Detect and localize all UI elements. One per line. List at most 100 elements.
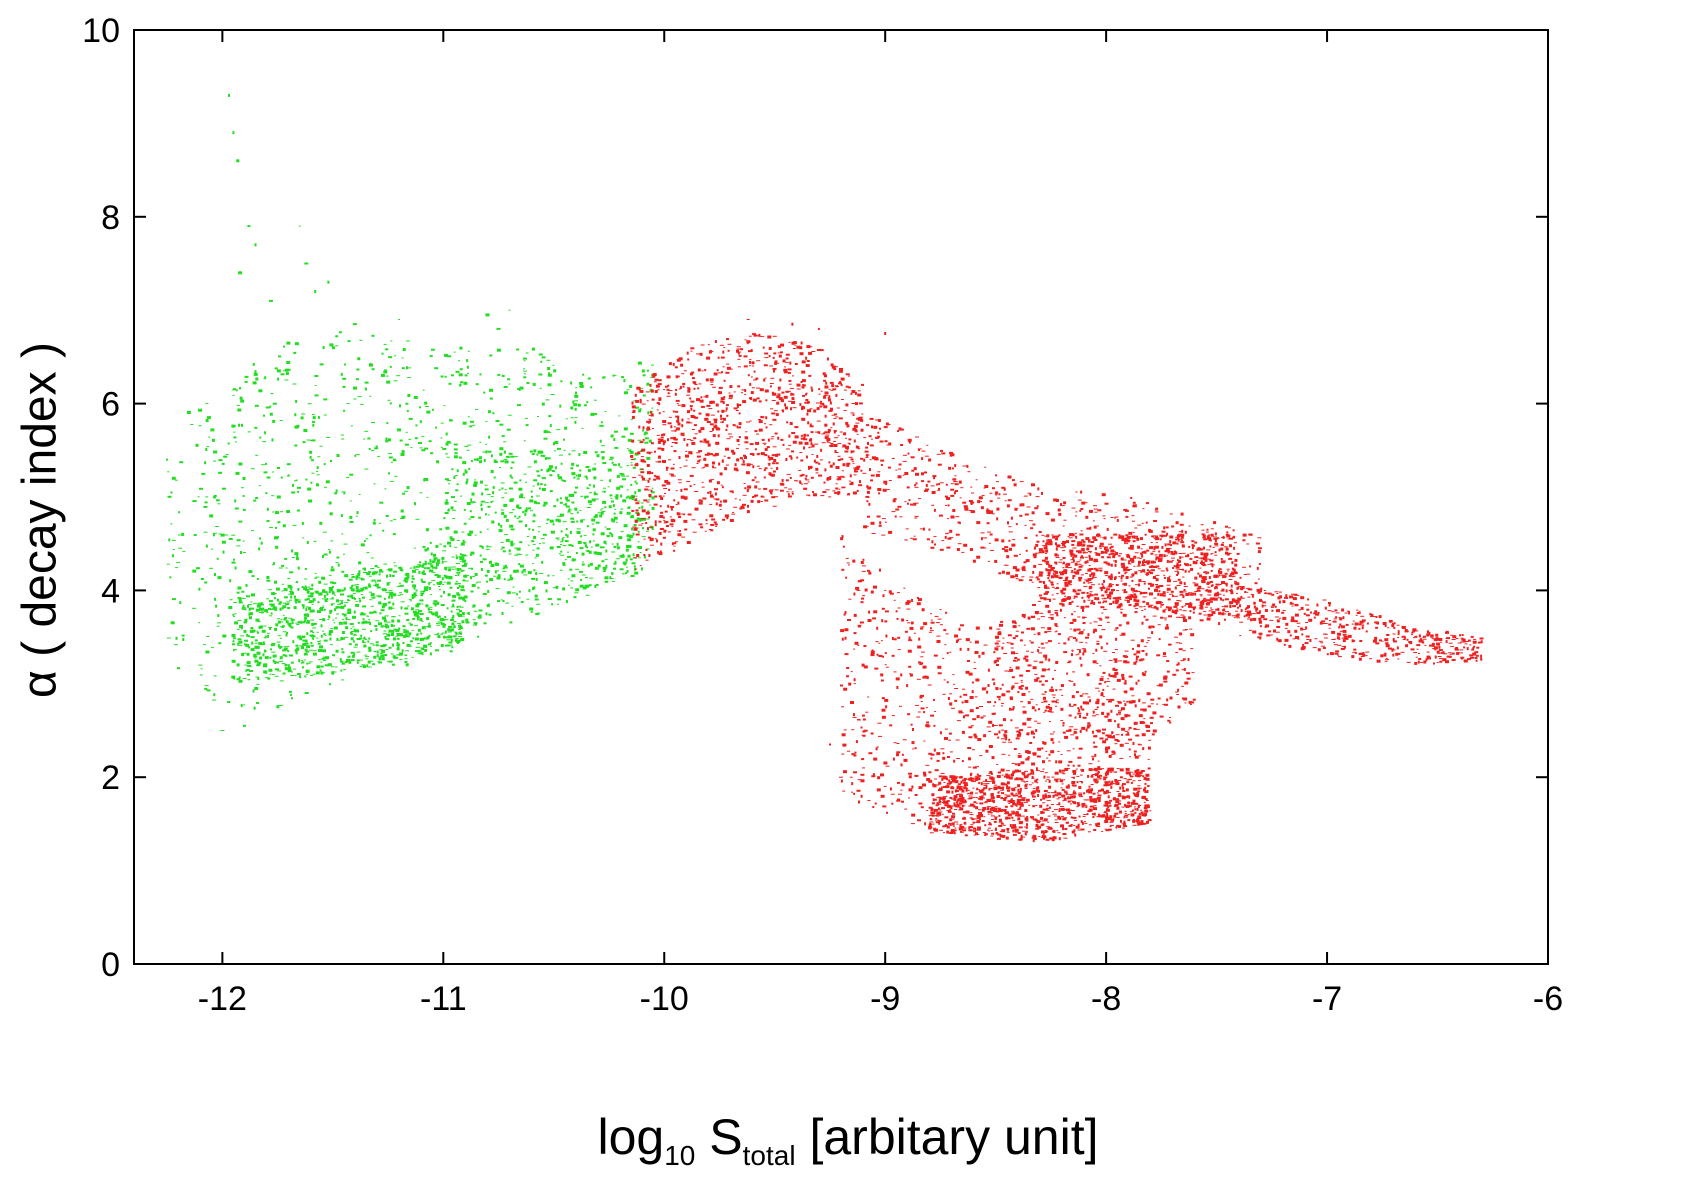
data-point: [573, 596, 577, 599]
data-point: [816, 420, 821, 422]
data-point: [662, 460, 666, 463]
data-point: [337, 639, 342, 641]
data-point: [369, 363, 372, 364]
data-point: [757, 488, 761, 490]
data-point: [262, 641, 265, 644]
data-point: [1221, 609, 1224, 612]
data-point: [348, 660, 352, 664]
data-point: [841, 486, 846, 488]
data-point: [769, 489, 774, 491]
data-point: [1153, 597, 1157, 599]
data-point: [1025, 549, 1028, 552]
data-point: [498, 467, 501, 468]
data-point: [726, 464, 729, 466]
data-point: [1087, 551, 1092, 552]
data-point: [621, 435, 626, 438]
data-point: [1021, 579, 1024, 581]
data-point: [847, 493, 850, 496]
data-point: [741, 389, 745, 391]
data-point: [246, 661, 251, 665]
data-point: [337, 603, 342, 605]
data-point: [419, 420, 422, 424]
data-point: [508, 553, 512, 555]
data-point: [1054, 554, 1059, 557]
data-point: [472, 619, 476, 621]
data-point: [511, 509, 515, 511]
data-point: [766, 446, 770, 449]
data-point: [198, 664, 203, 666]
data-point: [332, 619, 335, 621]
data-point: [585, 466, 590, 468]
data-point: [625, 496, 629, 499]
data-point: [776, 453, 781, 456]
data-point: [419, 618, 423, 622]
data-point: [671, 442, 675, 443]
data-point: [453, 621, 457, 623]
data-point: [1221, 606, 1224, 607]
data-point: [1065, 563, 1068, 566]
data-point: [403, 579, 407, 582]
data-point: [280, 637, 282, 639]
data-point: [823, 432, 826, 435]
data-point: [848, 375, 850, 377]
data-point: [478, 609, 483, 612]
data-point: [205, 419, 209, 423]
data-point: [648, 418, 652, 420]
data-point: [641, 567, 643, 571]
data-point: [411, 577, 415, 580]
data-point: [540, 360, 543, 363]
data-point: [1092, 520, 1095, 522]
data-point: [552, 364, 555, 366]
data-point: [724, 410, 727, 412]
data-point: [1173, 565, 1176, 568]
data-point: [1062, 567, 1065, 569]
data-point: [1055, 547, 1058, 551]
data-point: [915, 482, 918, 485]
data-point: [811, 444, 815, 448]
data-point: [289, 654, 292, 657]
data-point: [563, 438, 565, 441]
data-point: [1206, 617, 1211, 621]
data-point: [270, 393, 274, 394]
data-point: [1050, 542, 1053, 546]
data-point: [834, 449, 837, 453]
data-point: [530, 610, 533, 613]
data-point: [526, 536, 529, 537]
data-point: [586, 546, 589, 549]
data-point: [773, 470, 776, 473]
data-point: [887, 466, 891, 469]
data-point: [1214, 539, 1217, 543]
data-point: [746, 436, 749, 440]
data-point: [737, 351, 740, 355]
data-point: [316, 483, 319, 487]
data-point: [470, 576, 472, 580]
data-point: [818, 433, 821, 434]
data-point: [395, 635, 399, 637]
data-point: [857, 393, 862, 397]
data-point: [1207, 613, 1212, 617]
data-point: [440, 422, 444, 424]
data-point: [266, 507, 269, 511]
data-point: [1073, 595, 1078, 598]
data-point: [670, 425, 673, 429]
data-point: [251, 641, 254, 645]
data-point: [642, 477, 645, 481]
data-point: [253, 706, 256, 710]
data-point: [865, 495, 870, 498]
data-point: [446, 639, 451, 641]
data-point: [886, 489, 890, 491]
data-point: [228, 538, 233, 540]
data-point: [396, 632, 399, 636]
data-point: [1108, 594, 1112, 598]
data-point: [799, 474, 803, 477]
data-point: [825, 489, 830, 491]
data-point: [351, 597, 355, 598]
data-point: [525, 507, 528, 511]
data-point: [496, 327, 501, 330]
data-point: [1069, 551, 1073, 555]
data-point: [314, 394, 319, 397]
data-point: [570, 493, 575, 497]
data-point: [1214, 554, 1218, 556]
data-point: [1134, 584, 1138, 586]
data-point: [972, 559, 976, 563]
